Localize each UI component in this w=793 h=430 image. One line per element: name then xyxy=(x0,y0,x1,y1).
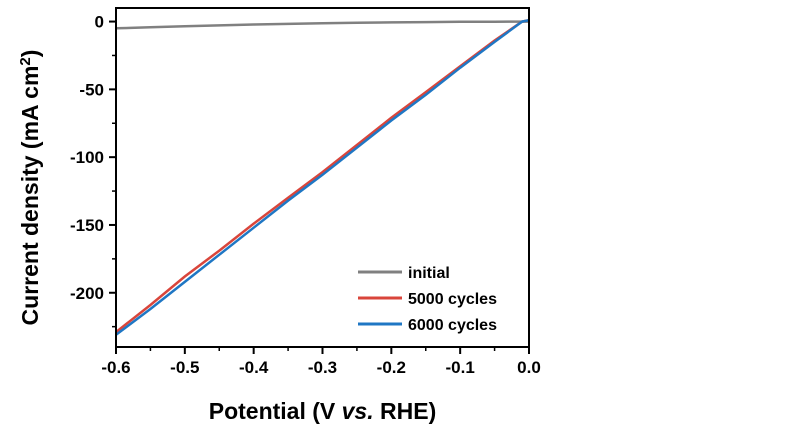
y-tick-label: -100 xyxy=(70,148,104,167)
ticks-layer: -0.6 -0.5 -0.4 -0.3 -0.2 -0.1 0.0 0 -50 -100 -150 -… xyxy=(70,13,541,377)
x-tick-label: -0.3 xyxy=(308,358,337,377)
x-tick-label: 0.0 xyxy=(517,358,541,377)
x-tick-label: -0.5 xyxy=(170,358,199,377)
legend-label-1: 5000 cycles xyxy=(408,291,497,308)
y-tick-label: -150 xyxy=(70,216,104,235)
legend-label-2: 6000 cycles xyxy=(408,317,497,334)
x-axis-title: Potential (V vs. RHE) xyxy=(209,398,437,424)
x-tick-label: -0.1 xyxy=(446,358,475,377)
y-tick-label: -50 xyxy=(79,80,104,99)
y-tick-label: -200 xyxy=(70,284,104,303)
plot-frame xyxy=(115,7,530,348)
y-axis-title: Current density (mA cm2) xyxy=(17,50,43,326)
y-tick-label: 0 xyxy=(95,13,104,32)
x-tick-label: -0.6 xyxy=(101,358,130,377)
x-tick-label: -0.2 xyxy=(377,358,406,377)
legend: initial 5000 cycles 6000 cycles xyxy=(358,265,497,334)
series-line-2 xyxy=(116,18,529,336)
legend-label-0: initial xyxy=(408,265,450,282)
series-line-0 xyxy=(116,20,529,30)
x-tick-label: -0.4 xyxy=(239,358,269,377)
series-layer xyxy=(116,18,529,336)
